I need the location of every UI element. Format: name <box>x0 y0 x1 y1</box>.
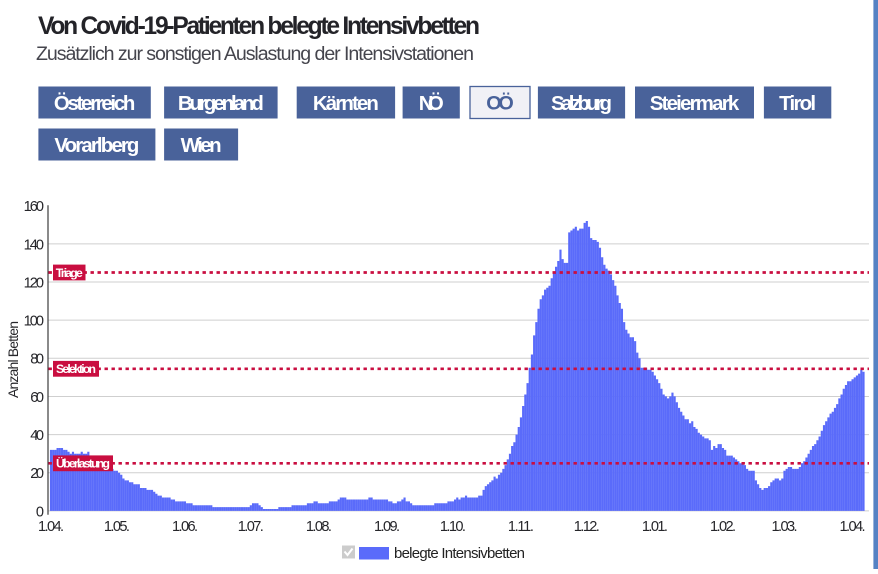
svg-text:1.02.: 1.02. <box>710 519 736 535</box>
svg-text:160: 160 <box>24 199 44 215</box>
svg-text:Tirol: Tirol <box>779 93 816 115</box>
svg-text:1.04.: 1.04. <box>38 519 64 535</box>
svg-text:belegte Intensivbetten: belegte Intensivbetten <box>394 545 525 562</box>
svg-text:1.04.: 1.04. <box>840 519 866 535</box>
svg-text:Salzburg: Salzburg <box>551 93 612 115</box>
svg-text:1.06.: 1.06. <box>172 519 198 535</box>
svg-text:20: 20 <box>30 466 44 482</box>
svg-text:1.05.: 1.05. <box>104 519 130 535</box>
svg-text:Überlastung: Überlastung <box>56 456 110 471</box>
svg-text:Von Covid-19-Patienten belegte: Von Covid-19-Patienten belegte Intensivb… <box>38 13 480 40</box>
svg-text:1.09.: 1.09. <box>374 519 400 535</box>
svg-text:1.03.: 1.03. <box>772 519 798 535</box>
svg-text:NÖ: NÖ <box>419 92 444 115</box>
svg-text:Österreich: Österreich <box>54 92 136 115</box>
svg-text:1.12.: 1.12. <box>574 519 600 535</box>
svg-text:1.01.: 1.01. <box>642 519 668 535</box>
svg-text:Selektion: Selektion <box>56 362 96 376</box>
svg-text:Kärnten: Kärnten <box>313 93 379 115</box>
svg-text:140: 140 <box>24 237 44 253</box>
svg-text:40: 40 <box>30 428 44 444</box>
svg-text:0: 0 <box>36 504 44 520</box>
svg-text:Burgenland: Burgenland <box>178 93 264 115</box>
svg-text:1.07.: 1.07. <box>238 519 264 535</box>
svg-text:Triage: Triage <box>56 266 83 280</box>
svg-text:Zusätzlich zur sonstigen Ausla: Zusätzlich zur sonstigen Auslastung der … <box>36 43 474 65</box>
svg-text:100: 100 <box>24 314 44 330</box>
svg-text:1.08.: 1.08. <box>306 519 332 535</box>
svg-text:Steiermark: Steiermark <box>650 93 740 115</box>
svg-text:60: 60 <box>30 390 44 406</box>
svg-text:Wien: Wien <box>181 135 222 157</box>
svg-text:1.10.: 1.10. <box>440 519 466 535</box>
svg-text:120: 120 <box>24 275 44 291</box>
svg-text:Vorarlberg: Vorarlberg <box>54 135 139 157</box>
svg-text:Anzahl Betten: Anzahl Betten <box>5 321 21 398</box>
svg-text:1.11.: 1.11. <box>508 519 534 535</box>
svg-text:OÖ: OÖ <box>486 92 514 115</box>
svg-text:80: 80 <box>30 352 44 368</box>
